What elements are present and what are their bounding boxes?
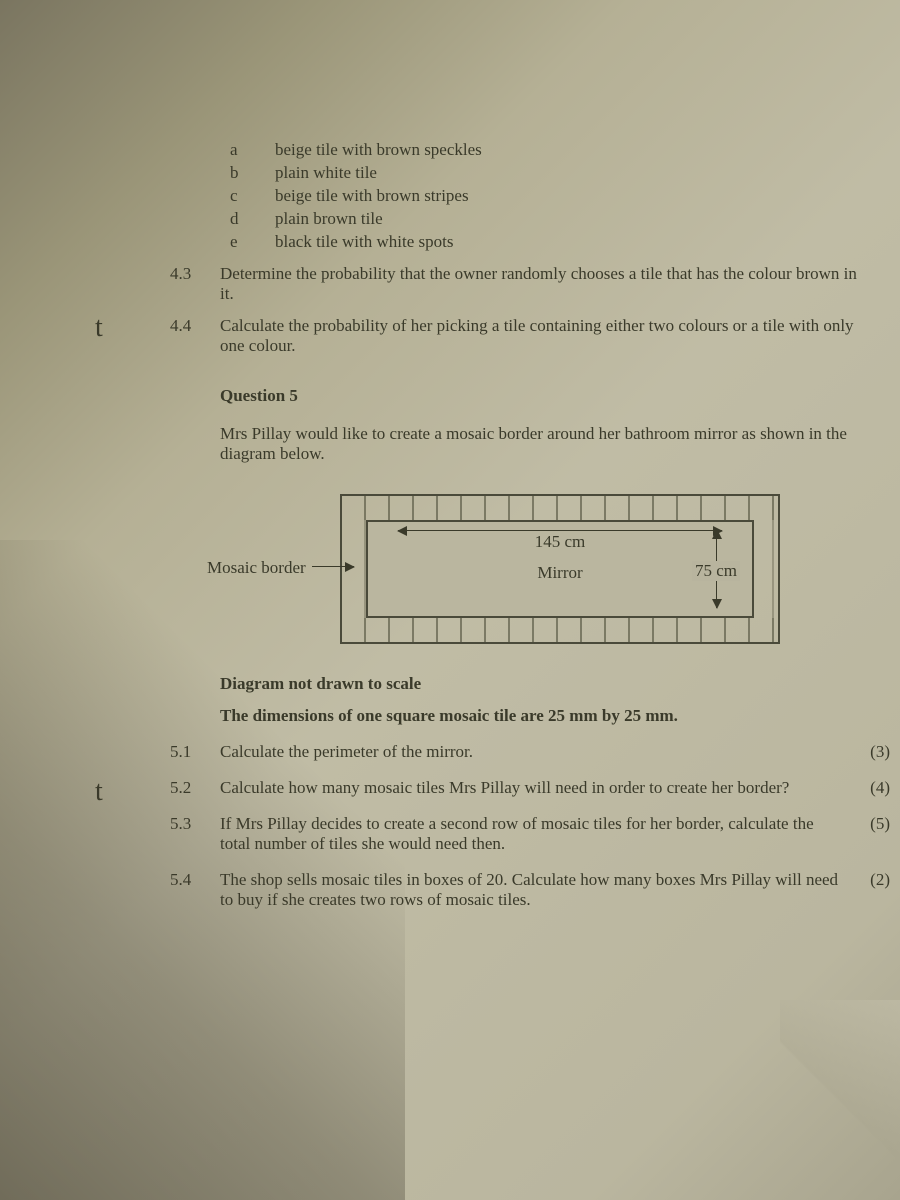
mosaic-bottom-strip xyxy=(342,618,778,642)
question-number: 5.1 xyxy=(170,742,220,762)
handwritten-mark: t xyxy=(95,776,103,808)
question-marks: (4) xyxy=(860,778,890,798)
question-text: Calculate the probability of her picking… xyxy=(220,316,890,356)
question-5-1: 5.1 Calculate the perimeter of the mirro… xyxy=(110,742,890,762)
mirror-label: Mirror xyxy=(537,563,582,583)
question-number: 5.4 xyxy=(170,870,220,890)
option-d: d plain brown tile xyxy=(110,209,890,229)
question-text: Determine the probability that the owner… xyxy=(220,264,890,304)
handwritten-mark: t xyxy=(95,312,103,344)
width-label: 145 cm xyxy=(529,532,592,552)
mosaic-outer-box: Mosaic border 145 cm Mirror 75 cm xyxy=(340,494,780,644)
question-5-title: Question 5 xyxy=(110,386,890,406)
mirror-diagram: Mosaic border 145 cm Mirror 75 cm xyxy=(110,494,890,644)
mosaic-top-strip xyxy=(342,496,778,520)
height-label: 75 cm xyxy=(692,561,740,581)
option-text: black tile with white spots xyxy=(275,232,453,252)
option-letter: c xyxy=(230,186,275,206)
question-5-2: t 5.2 Calculate how many mosaic tiles Mr… xyxy=(110,778,890,798)
question-number: 5.2 xyxy=(170,778,220,798)
question-5-intro: Mrs Pillay would like to create a mosaic… xyxy=(110,424,890,464)
question-text: Calculate how many mosaic tiles Mrs Pill… xyxy=(220,778,860,798)
question-4-4: t 4.4 Calculate the probability of her p… xyxy=(110,316,890,356)
option-b: b plain white tile xyxy=(110,163,890,183)
option-letter: b xyxy=(230,163,275,183)
question-text: The shop sells mosaic tiles in boxes of … xyxy=(220,870,860,910)
question-number: 4.3 xyxy=(170,264,220,304)
question-marks: (3) xyxy=(860,742,890,762)
option-a: a beige tile with brown speckles xyxy=(110,140,890,160)
question-5-3: 5.3 If Mrs Pillay decides to create a se… xyxy=(110,814,890,854)
option-text: beige tile with brown stripes xyxy=(275,186,469,206)
question-number: 5.3 xyxy=(170,814,220,834)
option-text: plain white tile xyxy=(275,163,377,183)
option-letter: d xyxy=(230,209,275,229)
tile-dimensions-note: The dimensions of one square mosaic tile… xyxy=(110,706,890,726)
mirror-inner-box: 145 cm Mirror 75 cm xyxy=(366,520,754,618)
question-text: Calculate the perimeter of the mirror. xyxy=(220,742,860,762)
question-text: If Mrs Pillay decides to create a second… xyxy=(220,814,860,854)
question-5-4: 5.4 The shop sells mosaic tiles in boxes… xyxy=(110,870,890,910)
page-fold xyxy=(780,1000,900,1200)
question-marks: (5) xyxy=(860,814,890,834)
border-label: Mosaic border xyxy=(207,558,306,578)
diagram-scale-note: Diagram not drawn to scale xyxy=(110,674,890,694)
question-4-3: 4.3 Determine the probability that the o… xyxy=(110,264,890,304)
question-number: 4.4 xyxy=(170,316,220,356)
border-arrow-icon xyxy=(312,566,354,567)
worksheet-page: a beige tile with brown speckles b plain… xyxy=(50,120,900,940)
option-letter: a xyxy=(230,140,275,160)
option-letter: e xyxy=(230,232,275,252)
option-c: c beige tile with brown stripes xyxy=(110,186,890,206)
width-arrow-icon xyxy=(398,530,722,531)
option-text: beige tile with brown speckles xyxy=(275,140,482,160)
question-marks: (2) xyxy=(860,870,890,890)
option-e: e black tile with white spots xyxy=(110,232,890,252)
option-text: plain brown tile xyxy=(275,209,383,229)
